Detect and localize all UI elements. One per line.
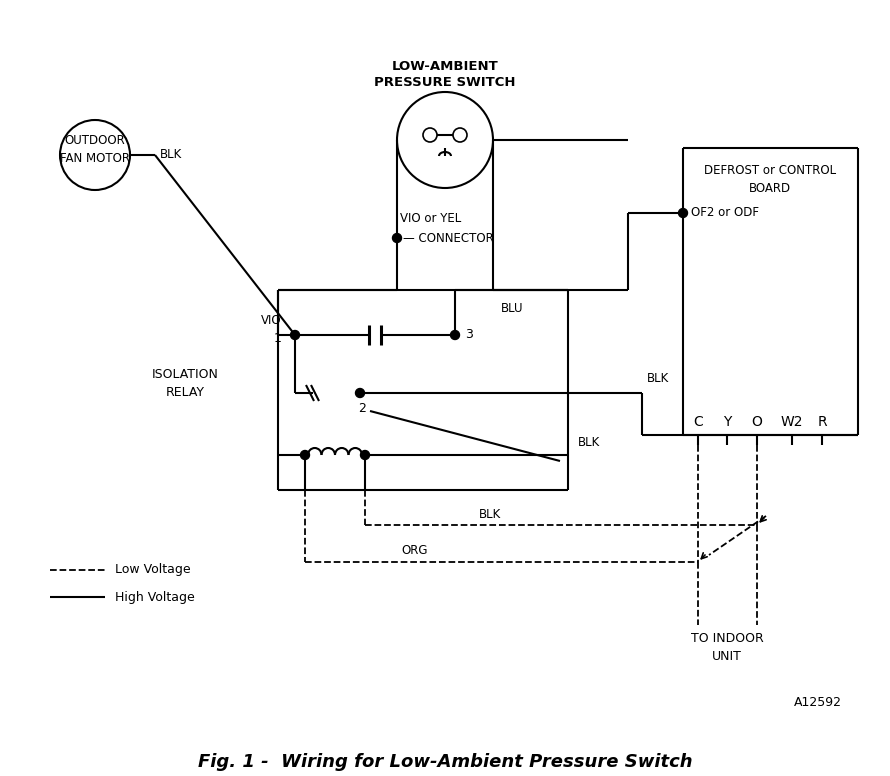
Text: RELAY: RELAY bbox=[166, 386, 205, 399]
Text: BLK: BLK bbox=[479, 508, 501, 521]
Text: Fig. 1 -  Wiring for Low-Ambient Pressure Switch: Fig. 1 - Wiring for Low-Ambient Pressure… bbox=[198, 753, 692, 771]
Circle shape bbox=[355, 389, 365, 397]
Text: UNIT: UNIT bbox=[712, 650, 742, 663]
Circle shape bbox=[290, 331, 300, 340]
Text: DEFROST or CONTROL: DEFROST or CONTROL bbox=[704, 164, 836, 176]
Text: ORG: ORG bbox=[401, 545, 428, 557]
Text: — CONNECTOR: — CONNECTOR bbox=[403, 231, 494, 244]
Text: Low Voltage: Low Voltage bbox=[115, 563, 190, 577]
Text: 1: 1 bbox=[274, 332, 282, 345]
Circle shape bbox=[678, 209, 687, 217]
Text: A12592: A12592 bbox=[794, 697, 842, 709]
Text: BOARD: BOARD bbox=[749, 182, 791, 195]
Text: PRESSURE SWITCH: PRESSURE SWITCH bbox=[375, 75, 515, 88]
Text: OF2 or ODF: OF2 or ODF bbox=[691, 206, 759, 220]
Text: OUTDOOR: OUTDOOR bbox=[65, 134, 125, 147]
Text: FAN MOTOR: FAN MOTOR bbox=[60, 151, 130, 165]
Circle shape bbox=[360, 451, 369, 459]
Circle shape bbox=[392, 234, 401, 242]
Text: VIO: VIO bbox=[262, 314, 282, 327]
Circle shape bbox=[450, 331, 459, 340]
Text: BLU: BLU bbox=[501, 302, 523, 314]
Text: BLK: BLK bbox=[160, 147, 182, 161]
Text: W2: W2 bbox=[781, 415, 804, 429]
Text: R: R bbox=[817, 415, 827, 429]
Text: TO INDOOR: TO INDOOR bbox=[691, 632, 764, 645]
Text: ISOLATION: ISOLATION bbox=[151, 369, 218, 382]
Circle shape bbox=[301, 451, 310, 459]
Text: LOW-AMBIENT: LOW-AMBIENT bbox=[392, 61, 498, 74]
Text: 2: 2 bbox=[358, 403, 366, 415]
Text: VIO or YEL: VIO or YEL bbox=[400, 212, 461, 224]
Text: 3: 3 bbox=[465, 328, 473, 341]
Text: High Voltage: High Voltage bbox=[115, 591, 195, 604]
Text: BLK: BLK bbox=[578, 436, 600, 449]
Text: O: O bbox=[751, 415, 763, 429]
Text: Y: Y bbox=[723, 415, 732, 429]
Text: BLK: BLK bbox=[647, 372, 669, 386]
Text: C: C bbox=[693, 415, 703, 429]
